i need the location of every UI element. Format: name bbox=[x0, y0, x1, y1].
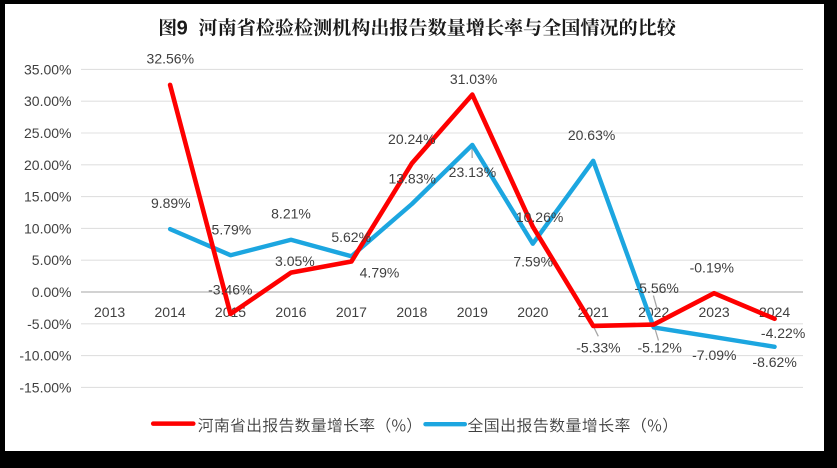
svg-text:35.00%: 35.00% bbox=[24, 61, 71, 77]
svg-text:9.89%: 9.89% bbox=[151, 195, 191, 211]
svg-text:20.24%: 20.24% bbox=[388, 131, 435, 147]
svg-text:5.79%: 5.79% bbox=[212, 221, 252, 237]
svg-text:30.00%: 30.00% bbox=[24, 93, 71, 109]
svg-text:8.21%: 8.21% bbox=[271, 205, 311, 221]
svg-text:-10.00%: -10.00% bbox=[19, 348, 71, 364]
svg-text:5.62%: 5.62% bbox=[331, 229, 371, 245]
svg-text:9: 9 bbox=[177, 17, 188, 39]
svg-text:10.26%: 10.26% bbox=[516, 209, 563, 225]
svg-text:2023: 2023 bbox=[699, 304, 730, 320]
svg-text:-15.00%: -15.00% bbox=[19, 379, 71, 395]
svg-text:-7.09%: -7.09% bbox=[692, 347, 736, 363]
svg-text:2020: 2020 bbox=[517, 304, 548, 320]
svg-text:25.00%: 25.00% bbox=[24, 125, 71, 141]
svg-text:31.03%: 31.03% bbox=[450, 71, 497, 87]
svg-text:15.00%: 15.00% bbox=[24, 189, 71, 205]
svg-text:-5.00%: -5.00% bbox=[27, 316, 71, 332]
svg-text:-0.19%: -0.19% bbox=[690, 259, 734, 275]
svg-text:5.00%: 5.00% bbox=[32, 252, 72, 268]
svg-text:-8.62%: -8.62% bbox=[752, 354, 796, 370]
svg-text:10.00%: 10.00% bbox=[24, 220, 71, 236]
svg-text:4.79%: 4.79% bbox=[360, 264, 400, 280]
svg-text:3.05%: 3.05% bbox=[275, 253, 315, 269]
svg-text:2019: 2019 bbox=[457, 304, 488, 320]
svg-text:-4.22%: -4.22% bbox=[761, 325, 805, 341]
svg-text:2014: 2014 bbox=[155, 304, 186, 320]
svg-text:-5.56%: -5.56% bbox=[635, 280, 679, 296]
svg-text:13.83%: 13.83% bbox=[388, 171, 435, 187]
svg-text:20.63%: 20.63% bbox=[568, 127, 615, 143]
svg-text:32.56%: 32.56% bbox=[147, 51, 194, 67]
svg-text:2013: 2013 bbox=[94, 304, 125, 320]
svg-text:2016: 2016 bbox=[275, 304, 306, 320]
svg-text:23.13%: 23.13% bbox=[449, 164, 496, 180]
svg-text:2018: 2018 bbox=[396, 304, 427, 320]
svg-text:-5.33%: -5.33% bbox=[576, 339, 620, 355]
svg-text:0.00%: 0.00% bbox=[32, 284, 72, 300]
svg-text:-3.46%: -3.46% bbox=[208, 281, 252, 297]
svg-text:20.00%: 20.00% bbox=[24, 157, 71, 173]
svg-text:-5.12%: -5.12% bbox=[638, 339, 682, 355]
svg-text:7.59%: 7.59% bbox=[513, 254, 553, 270]
svg-text:2017: 2017 bbox=[336, 304, 367, 320]
